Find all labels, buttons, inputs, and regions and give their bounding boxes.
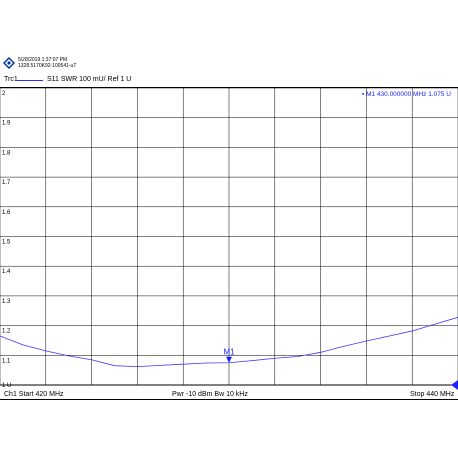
- y-tick-label: 1.6: [2, 210, 11, 216]
- y-tick-label: 2: [2, 91, 6, 97]
- plot-bottom-border: [0, 399, 458, 400]
- right-edge-arrow-icon: [451, 380, 458, 390]
- serial-number: 1328.5170K92-100541-uT: [18, 63, 77, 69]
- y-tick-labels: 2 1.9 1.8 1.7 1.6 1.5 1.4 1.3 1.2 1.1 1 U: [2, 91, 11, 389]
- rohde-schwarz-logo: [3, 57, 15, 69]
- start-frequency[interactable]: Ch1 Start 420 MHz: [4, 391, 64, 398]
- plot-top-border: [0, 87, 458, 88]
- s11-swr-trace: [0, 316, 458, 367]
- y-tick-label: 1.3: [2, 299, 11, 305]
- y-tick-label: 1.7: [2, 180, 11, 186]
- y-tick-label: 1.8: [2, 150, 11, 156]
- chart-grid: [0, 87, 458, 386]
- trace-name[interactable]: Trc1: [4, 76, 18, 83]
- marker-m1: M1: [223, 348, 235, 363]
- y-tick-label: 1.5: [2, 240, 11, 246]
- stop-frequency[interactable]: Stop 440 MHz: [410, 391, 455, 398]
- y-tick-label: 1 U: [2, 383, 11, 389]
- trace-legend-line: [17, 80, 43, 81]
- y-tick-label: 1.4: [2, 269, 11, 275]
- marker-label: M1: [223, 348, 235, 357]
- y-tick-label: 1.1: [2, 358, 11, 364]
- marker-readout: ▪ M1 430.000000 MHz 1.075 U: [362, 91, 451, 98]
- datetime-stamp: 5/28/2019 1:37:07 PM: [18, 57, 68, 63]
- marker-triangle-icon[interactable]: [226, 356, 232, 363]
- y-tick-label: 1.2: [2, 329, 11, 335]
- y-tick-label: 1.9: [2, 121, 11, 127]
- power-bandwidth[interactable]: Pwr -10 dBm Bw 10 kHz: [172, 391, 248, 398]
- trace-description[interactable]: S11 SWR 100 mU/ Ref 1 U: [47, 76, 132, 83]
